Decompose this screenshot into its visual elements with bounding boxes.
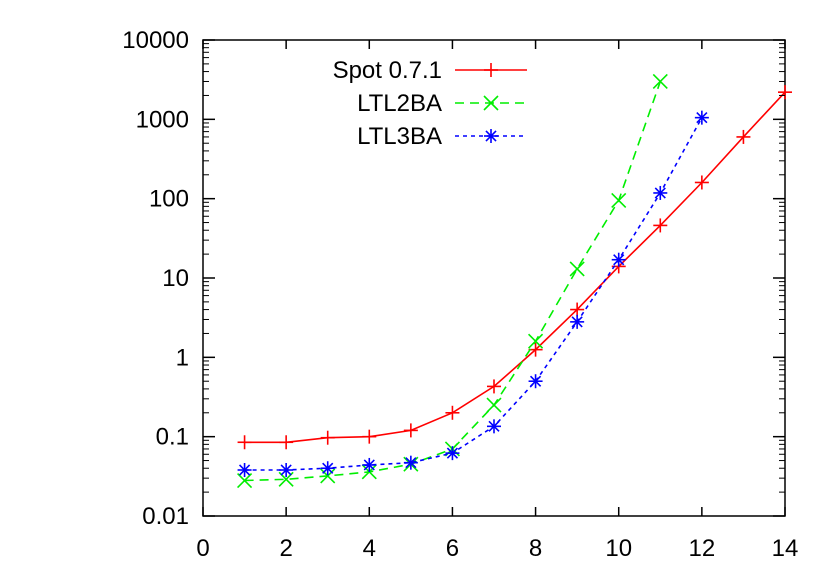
data-point: [362, 429, 377, 444]
legend-marker: [484, 63, 498, 77]
data-point: [237, 463, 252, 478]
data-point: [362, 457, 377, 472]
data-point: [653, 185, 668, 200]
series-line: [244, 81, 662, 482]
legend-label: LTL2BA: [357, 90, 442, 117]
x-tick-label: 2: [279, 535, 292, 562]
data-point: [694, 110, 709, 125]
data-point: [694, 175, 709, 190]
series-layer: [237, 73, 792, 489]
legend-marker: [483, 95, 499, 111]
data-point: [487, 419, 501, 434]
series-line: [244, 91, 786, 444]
series-ltl3ba: [237, 110, 709, 478]
y-tick-label: 1: [176, 344, 189, 371]
y-tick-label: 0.01: [142, 503, 189, 530]
legend-entry: Spot 0.7.1: [333, 57, 527, 84]
data-point: [445, 446, 460, 461]
data-point: [652, 73, 668, 90]
x-tick-label: 0: [196, 535, 209, 562]
data-point: [570, 314, 585, 329]
data-point: [237, 435, 252, 450]
x-tick-label: 4: [363, 535, 376, 562]
series-ltl2ba: [237, 73, 668, 489]
data-point: [445, 405, 460, 420]
x-tick-label: 6: [446, 535, 459, 562]
legend-marker: [484, 129, 498, 143]
data-point: [528, 333, 544, 349]
plot-area: [202, 39, 786, 517]
axes-layer: 0 2 4 6 8 10 12 14 0.01 0.1 1 10 100 1000 10000: [122, 27, 798, 562]
data-point: [611, 192, 627, 208]
y-tick-label: 1000: [136, 106, 189, 133]
data-point: [569, 261, 585, 277]
x-tick-label: 14: [772, 535, 799, 562]
data-point: [778, 85, 792, 100]
data-point: [528, 374, 543, 389]
x-tick-label: 8: [529, 535, 542, 562]
data-point: [279, 463, 294, 478]
y-tick-label: 100: [149, 186, 189, 213]
data-point: [320, 468, 336, 484]
y-tick-label: 10: [162, 265, 189, 292]
data-point: [279, 435, 294, 450]
data-point: [611, 252, 626, 267]
plot-frame: [202, 39, 786, 517]
legend-entry: LTL3BA: [357, 123, 527, 150]
x-tick-label: 12: [689, 535, 716, 562]
legend-label: LTL3BA: [357, 123, 442, 150]
data-point: [736, 129, 751, 144]
y-tick-label: 0.1: [156, 424, 189, 451]
data-point: [320, 430, 335, 445]
x-tick-label: 10: [605, 535, 632, 562]
data-point: [403, 455, 418, 470]
legend-label: Spot 0.7.1: [333, 57, 442, 84]
y-tick-label: 10000: [122, 27, 189, 54]
data-point: [486, 397, 502, 413]
series-line: [244, 117, 703, 471]
legend: Spot 0.7.1 LTL2BA LTL3BA: [333, 57, 527, 150]
data-point: [237, 472, 253, 489]
data-point: [403, 423, 418, 438]
data-point: [653, 218, 668, 233]
data-point: [487, 379, 501, 394]
legend-entry: LTL2BA: [357, 90, 527, 117]
series-spot-0-7-1: [237, 85, 792, 450]
data-point: [570, 302, 585, 317]
data-point: [320, 461, 335, 476]
